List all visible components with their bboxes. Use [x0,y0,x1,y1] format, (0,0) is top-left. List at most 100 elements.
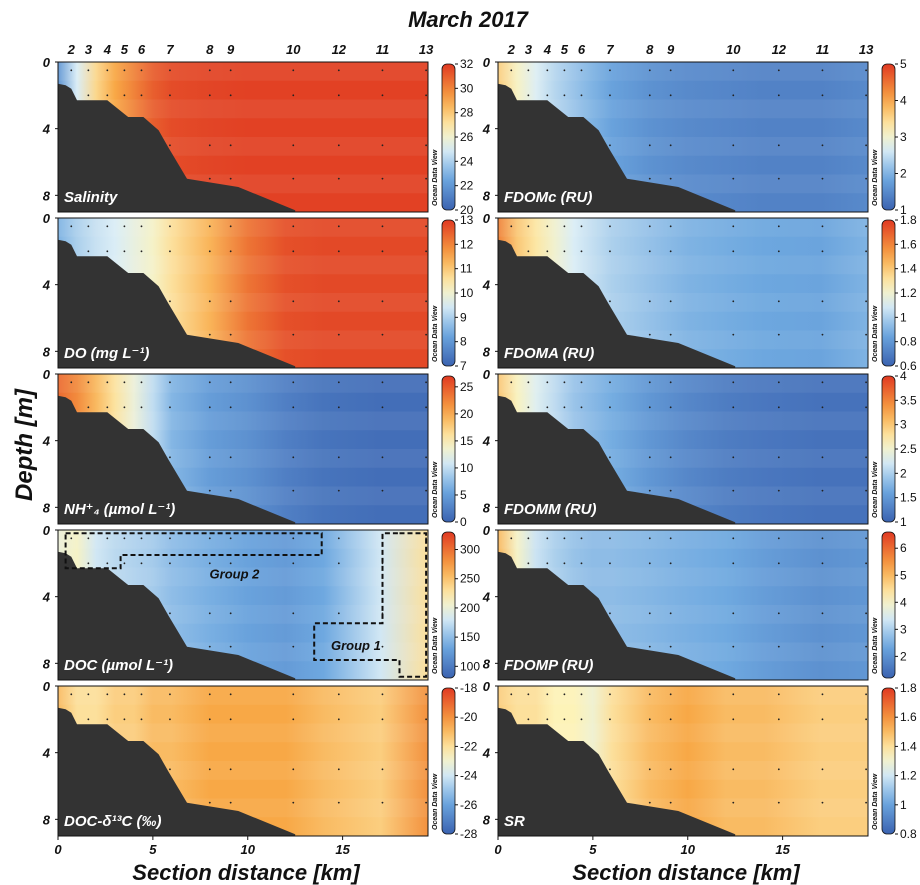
station-dot [229,801,232,804]
station-dot [648,94,651,97]
station-dot [292,693,295,696]
station-dot [865,381,868,384]
watermark: Ocean Data View [872,773,879,830]
colorbar-tick-label: 1.2 [900,286,917,300]
group-1-outline [313,532,428,678]
station-dot [208,250,211,253]
station-dot [821,333,824,336]
station-dot [865,537,868,540]
colorbar-tick-label: 200 [460,601,480,615]
station-dot [208,645,211,648]
x-tick-label: 10 [241,842,256,857]
station-dot [563,225,566,228]
seabed-nh4 [58,395,296,524]
field-band [498,99,868,119]
colorbar-tick-label: 3 [900,418,907,432]
station-dot [229,537,232,540]
station-dot [425,406,428,409]
colorbar-tick-label: 1 [900,798,907,812]
colorbar-tick-label: 2 [900,167,907,181]
colorbar-tick-label: 250 [460,572,480,586]
station-dot [208,693,211,696]
station-dot [648,489,651,492]
station-dot [669,537,672,540]
colorbar-tick-label: 28 [460,106,474,120]
station-dot [546,718,549,721]
station-dot [87,693,90,696]
station-dot [777,801,780,804]
panel-label-do: DO (mg L⁻¹) [64,345,149,362]
station-dot [229,333,232,336]
station-dot [381,177,384,180]
station-dot [337,693,340,696]
station-dot [425,300,428,303]
station-dot [609,94,611,97]
station-dot [337,612,340,615]
station-dot [580,693,583,696]
station-dot [732,456,735,459]
station-dot [821,537,824,540]
station-dot [106,381,109,384]
station-dot [609,300,611,303]
station-dot [140,537,143,540]
station-dot [546,693,549,696]
station-dot [732,718,735,721]
station-dot [648,144,651,147]
station-dot [381,406,384,409]
station-dot [777,768,780,771]
station-dot [609,69,611,72]
station-dot [669,562,672,565]
y-tick-label: 0 [43,211,51,226]
panel-fdomc [498,62,868,212]
station-dot [229,489,232,492]
station-dot [381,333,384,336]
station-dot [70,537,73,540]
station-dot [609,718,611,721]
colorbar-tick-label: -26 [460,798,478,812]
station-label: 2 [67,42,76,57]
station-dot [777,718,780,721]
station-dot [381,94,384,97]
station-dot [425,718,428,721]
panel-label-nh4: NH⁺₄ (µmol L⁻¹) [64,501,175,518]
field-band [498,374,868,393]
y-tick-label: 4 [482,590,491,605]
panel-salinity [58,62,428,212]
colorbar-tick-label: 1.6 [900,710,917,724]
station-dot [609,381,611,384]
station-dot [123,225,126,228]
station-dot [123,562,126,565]
station-dot [865,144,868,147]
station-dot [563,94,566,97]
station-label: 3 [525,42,533,57]
station-dot [580,381,583,384]
colorbar-tick-label: 26 [460,130,474,144]
station-dot [821,489,824,492]
station-dot [106,225,109,228]
y-tick-label: 4 [482,434,491,449]
station-dot [732,645,735,648]
y-tick-label: 0 [43,523,51,538]
station-dot [510,381,513,384]
station-dot [580,537,583,540]
colorbar-tick-label: 12 [460,237,474,251]
station-dot [609,612,611,615]
station-dot [208,94,211,97]
station-dot [425,381,428,384]
panel-label-fdomp: FDOMP (RU) [504,657,593,674]
station-dot [292,456,295,459]
station-dot [292,333,295,336]
station-dot [381,489,384,492]
station-dot [865,693,868,696]
station-dot [292,94,295,97]
station-dot [425,225,428,228]
colorbar-tick-label: 0.8 [900,335,917,349]
station-dot [229,250,232,253]
station-dot [381,250,384,253]
station-dot [648,801,651,804]
station-dot [229,69,232,72]
y-tick-label: 8 [483,500,491,515]
colorbar-tick-label: 3 [900,622,907,636]
colorbar-fdomm [881,375,896,523]
station-dot [169,537,171,540]
